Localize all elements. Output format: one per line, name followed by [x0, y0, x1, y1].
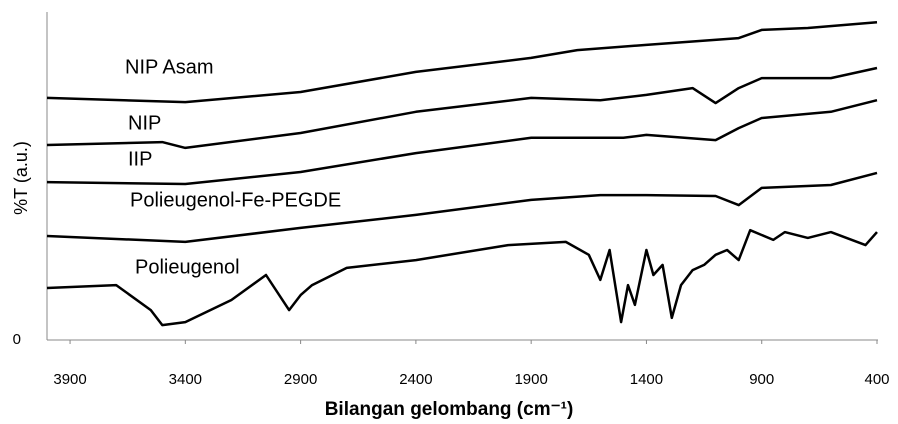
spectrum-line: [46, 66, 878, 150]
spectrum-line: [46, 20, 878, 104]
y-axis-title: %T (a.u.): [11, 141, 31, 215]
series-label: Polieugenol-Fe-PEGDE: [130, 189, 341, 211]
x-tick-label: 1900: [514, 371, 547, 388]
x-tick-label: 400: [864, 371, 889, 388]
x-tick-label: 900: [749, 371, 774, 388]
x-tick-label: 2400: [399, 371, 432, 388]
spectrum-line: [46, 228, 878, 327]
series-label: NIP: [128, 112, 161, 134]
x-tick-label: 1400: [630, 371, 663, 388]
x-tick-label: 3900: [53, 371, 86, 388]
spectrum-line: [46, 171, 878, 244]
y-tick-label: 0: [13, 331, 21, 348]
x-tick-label: 3400: [169, 371, 202, 388]
spectrum-line: [46, 98, 878, 186]
series-label: Polieugenol: [135, 256, 240, 278]
series-label: IIP: [128, 148, 152, 170]
series-label: NIP Asam: [125, 56, 214, 78]
x-tick-label: 2900: [284, 371, 317, 388]
x-axis-title: Bilangan gelombang (cm⁻¹): [325, 399, 574, 420]
